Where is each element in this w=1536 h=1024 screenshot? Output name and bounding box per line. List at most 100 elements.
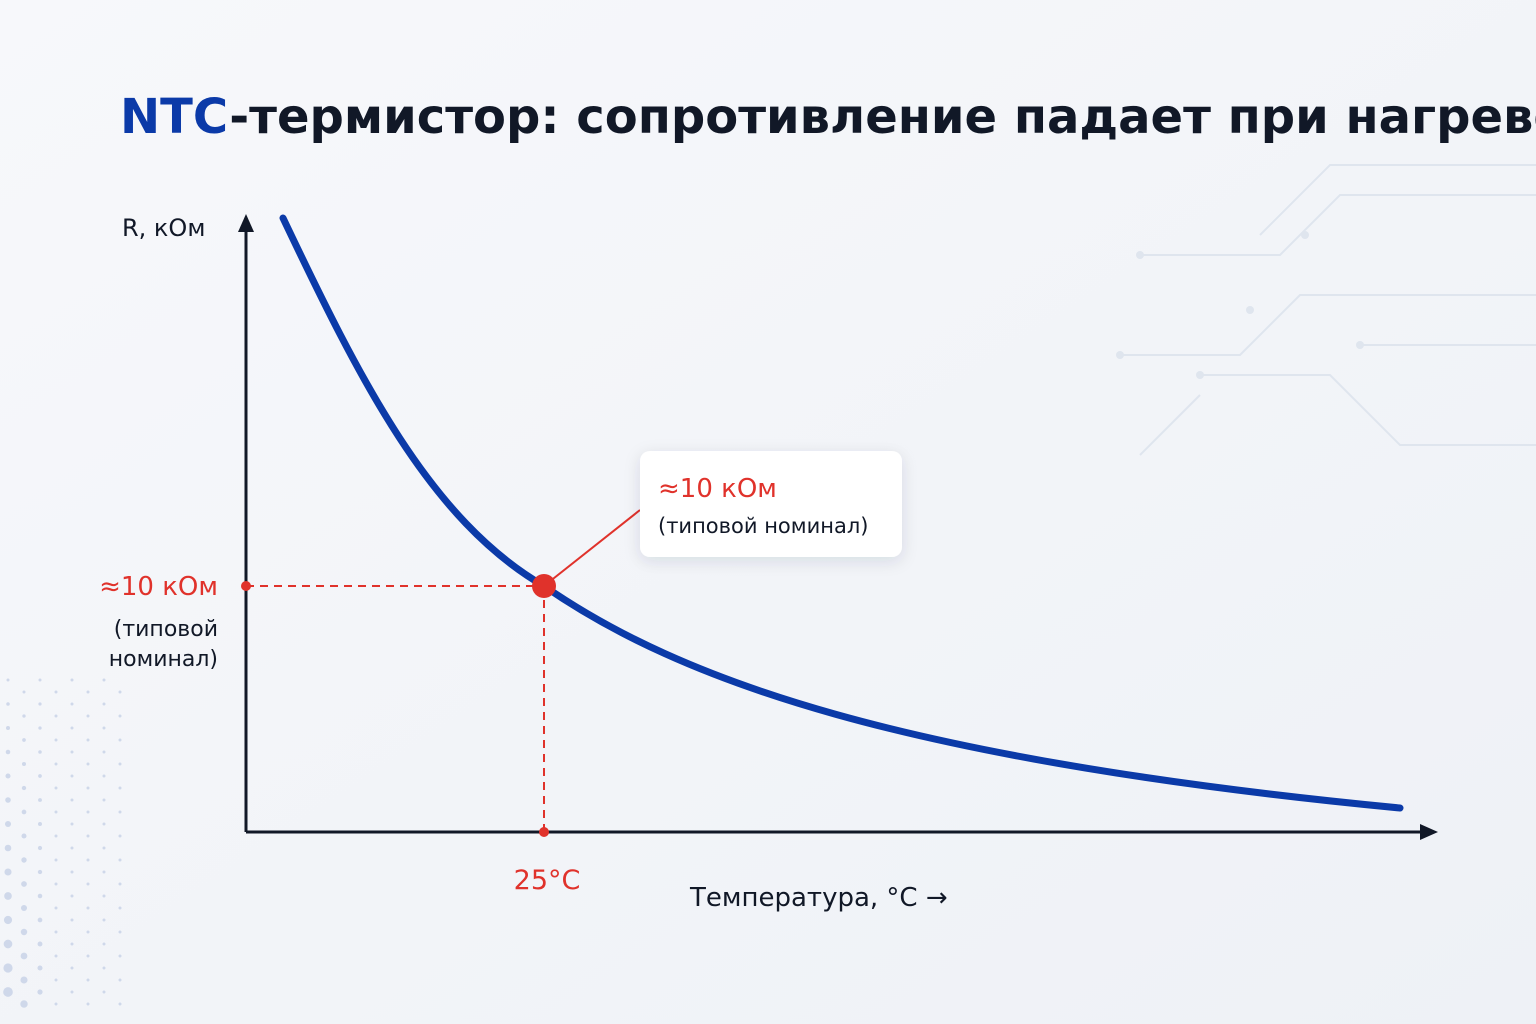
x-marker-label: 25°C <box>514 865 581 896</box>
decoration-dot <box>86 906 90 910</box>
decoration-dot <box>22 690 26 694</box>
decoration-dot <box>22 738 26 742</box>
decoration-dot <box>70 990 74 994</box>
title-rest: -термистор: сопротивление падает при наг… <box>229 89 1536 145</box>
decoration-dot <box>54 690 58 694</box>
decoration-dot <box>5 773 11 779</box>
decoration-dot <box>20 976 28 984</box>
callout-note: (типовой номинал) <box>658 514 868 538</box>
decoration-dot <box>4 868 12 876</box>
decoration-dot <box>118 1002 122 1006</box>
decoration-dot <box>102 966 106 970</box>
decoration-dot <box>54 858 58 862</box>
decoration-dot <box>70 798 74 802</box>
callout-value: ≈10 кОм <box>658 474 777 504</box>
decoration-dot <box>6 702 10 706</box>
decoration-dot <box>86 762 90 766</box>
decoration-dot <box>102 822 106 826</box>
decoration-dot <box>118 810 122 814</box>
decoration-dot <box>102 774 106 778</box>
decoration <box>1120 164 1536 456</box>
x-axis-label: Температура, °C → <box>689 883 948 913</box>
decoration-dot <box>54 978 58 982</box>
decoration-dot <box>5 725 11 731</box>
decoration-dot <box>102 726 106 730</box>
y-marker-dot <box>241 581 251 591</box>
decoration-dot <box>54 738 58 742</box>
decoration-dot <box>86 786 90 790</box>
decoration-dot <box>86 858 90 862</box>
x-marker-dot <box>539 827 549 837</box>
decoration-dot <box>20 904 28 912</box>
y-axis-arrow <box>238 214 254 232</box>
decoration-dot <box>21 785 27 791</box>
decoration-dot <box>20 928 28 936</box>
decoration-dot <box>102 918 106 922</box>
decoration-dot <box>37 845 43 851</box>
decoration-dot <box>86 1002 90 1006</box>
decoration-dot <box>102 894 106 898</box>
decoration-dot <box>54 714 58 718</box>
decoration-dot <box>118 714 122 718</box>
decoration-dot <box>102 870 106 874</box>
decoration-dot <box>102 942 106 946</box>
decoration-dot <box>118 786 122 790</box>
decoration-dot <box>3 939 13 949</box>
decoration-dot <box>102 678 106 682</box>
decoration-dot <box>37 941 43 947</box>
decoration-dots <box>1116 231 1364 379</box>
title-highlight: NTC <box>120 89 229 145</box>
decoration-dot <box>70 846 74 850</box>
decoration-dot <box>3 987 13 997</box>
decoration-dot <box>86 714 90 718</box>
decoration-dot <box>6 678 10 682</box>
decoration-dot <box>86 738 90 742</box>
decoration-dot <box>54 954 58 958</box>
decoration-dot <box>70 678 74 682</box>
decoration-dot <box>21 857 27 863</box>
decoration-dot <box>118 762 122 766</box>
decoration-dot <box>20 1000 28 1008</box>
decoration-dot <box>118 954 122 958</box>
decoration-dot <box>118 738 122 742</box>
decoration-dot <box>21 809 27 815</box>
decoration-dot <box>118 978 122 982</box>
decoration-dot <box>37 917 43 923</box>
y-marker-label: ≈10 кОм <box>99 572 218 602</box>
decoration-dot <box>118 882 122 886</box>
decoration-dot <box>70 942 74 946</box>
decoration-dot <box>86 954 90 958</box>
callout-box <box>640 451 902 557</box>
nominal-point <box>532 574 556 598</box>
decoration-dot <box>38 678 42 682</box>
decoration-dot <box>54 762 58 766</box>
decoration-dot <box>5 749 11 755</box>
decoration-dot <box>118 930 122 934</box>
decoration-dot <box>38 798 42 802</box>
decoration-dot <box>102 990 106 994</box>
decoration-dot <box>70 702 74 706</box>
y-axis-label: R, кОм <box>122 214 205 242</box>
decoration-dot <box>70 774 74 778</box>
decoration-dot <box>3 963 13 973</box>
decoration-dot <box>86 882 90 886</box>
decoration-dot <box>54 930 58 934</box>
decoration-dot <box>70 870 74 874</box>
x-axis-arrow <box>1420 824 1438 840</box>
decoration-dot <box>118 858 122 862</box>
decoration-dot <box>86 978 90 982</box>
decoration-dot <box>70 966 74 970</box>
decoration-dot <box>118 690 122 694</box>
decoration-dot <box>54 1002 58 1006</box>
decoration-dot <box>54 786 58 790</box>
y-marker-note: (типовой <box>114 617 218 642</box>
decoration-dot <box>70 918 74 922</box>
decoration-dot <box>3 915 13 925</box>
decoration-dot <box>37 989 43 995</box>
decoration-dot <box>86 810 90 814</box>
decoration-dot <box>5 797 11 803</box>
decoration-dot <box>102 846 106 850</box>
decoration-dot <box>20 952 28 960</box>
